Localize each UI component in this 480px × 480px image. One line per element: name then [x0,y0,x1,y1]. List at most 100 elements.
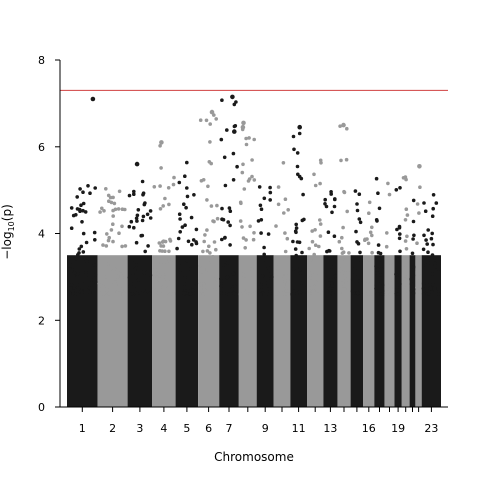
snp-point [158,207,163,211]
snp-point [367,273,371,278]
snp-point [94,280,98,284]
snp-point [102,281,106,286]
snp-point [78,187,82,191]
snp-point [234,100,238,104]
snp-point [395,285,399,290]
snp-point [93,186,97,190]
snp-point [185,194,190,199]
snp-point [199,270,203,274]
snp-point [257,185,262,189]
snp-point [359,277,363,281]
snp-point [339,263,344,268]
snp-point [422,201,426,205]
snp-point [194,280,198,285]
snp-point [425,282,430,287]
snp-point [203,233,207,237]
snp-point [209,204,214,208]
snp-point [327,281,331,286]
snp-point [409,282,414,286]
snp-point [357,255,361,260]
snp-point [205,228,209,232]
snp-point [222,291,226,296]
snp-point [266,232,271,236]
snp-point [163,196,167,201]
snp-point [84,270,88,275]
top-hit-point [240,124,246,130]
top-hit-point [90,96,96,102]
snp-point [317,244,321,249]
snp-point [364,292,369,297]
snp-point [167,267,171,272]
snp-point [75,207,80,211]
snp-point [283,197,288,201]
snp-point [152,185,157,189]
snp-point [135,213,140,218]
snp-point [107,291,112,296]
snp-point [250,273,255,278]
snp-point [268,185,272,190]
chromosome-17-band [374,255,385,407]
snp-point [417,211,421,215]
snp-point [310,229,315,233]
snp-point [132,284,136,289]
snp-point [226,220,230,224]
snp-point [209,286,213,291]
snp-point [192,193,196,197]
snp-point [252,178,257,182]
snp-point [294,253,299,258]
snp-point [411,291,416,296]
snp-point [415,202,420,206]
snp-point [71,289,75,293]
snp-point [437,258,441,263]
snp-point [231,271,236,276]
y-axis-ticks: 0 2 4 6 8 [38,54,60,414]
snp-point [412,265,416,269]
snp-point [284,273,289,278]
snp-point [436,287,441,292]
snp-point [198,264,202,268]
snp-point [263,284,268,289]
snp-point [366,241,371,246]
snp-point [85,259,89,264]
snp-point [202,286,206,290]
snp-point [338,290,342,295]
snp-point [426,228,431,232]
snp-point [332,204,337,209]
snp-point [140,270,145,274]
snp-point [160,288,164,292]
snp-point [343,257,348,262]
snp-point [283,264,287,269]
snp-point [164,260,169,264]
snp-point [84,240,89,245]
snp-point [403,218,408,222]
snp-point [312,284,317,289]
snp-point [119,274,124,278]
snp-point [241,236,246,240]
snp-point [333,274,338,278]
snp-point [219,137,224,142]
snp-point [242,187,247,191]
snp-point [140,179,145,184]
snp-point [115,291,119,295]
snp-point [411,237,415,241]
snp-point [380,284,385,288]
snp-point [201,249,205,254]
snp-point [318,218,322,222]
snp-point [97,281,101,286]
snp-point [368,255,373,260]
chromosome-19-band [394,255,402,407]
snp-point [177,180,182,185]
snp-point [226,256,231,261]
snp-point [251,237,256,242]
snp-point [286,277,290,282]
snp-point [120,224,124,229]
snp-point [434,201,439,205]
snp-point [185,160,189,165]
snp-point [153,272,158,276]
snp-point [397,224,402,229]
snp-point [80,282,85,286]
snp-point [172,292,176,297]
snp-point [330,284,334,288]
chromosome-22-band [415,255,422,407]
snp-point [171,182,176,187]
